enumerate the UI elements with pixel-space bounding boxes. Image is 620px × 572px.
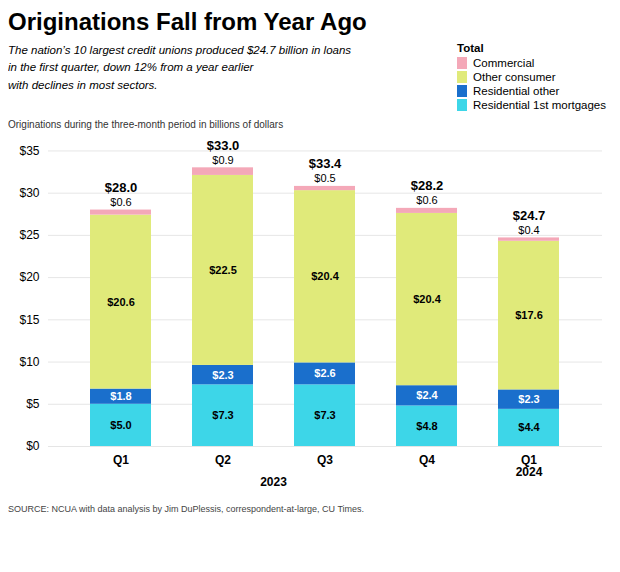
svg-text:$24.7: $24.7 [513,208,546,223]
svg-text:$25: $25 [19,228,39,242]
svg-text:$7.3: $7.3 [314,409,335,421]
svg-text:Q3: Q3 [317,453,333,467]
html-text:The nation’s 10 largest credit: The nation’s 10 largest credit unions pr… [8,44,352,91]
svg-text:$2.3: $2.3 [518,393,539,405]
svg-text:$20.4: $20.4 [311,270,339,282]
html-text:Originations during the three-: Originations during the three-month peri… [8,119,284,130]
svg-text:$22.5: $22.5 [209,264,237,276]
svg-text:Q2: Q2 [215,453,231,467]
svg-text:$33.4: $33.4 [309,156,342,171]
html-text:Other consumer: Other consumer [473,71,556,83]
html-text:SOURCE: NCUA with data analysi: SOURCE: NCUA with data analysis by Jim D… [8,504,365,514]
svg-text:Q12024: Q12024 [516,453,543,479]
svg-text:$30: $30 [19,186,39,200]
html-text:Commercial: Commercial [473,57,535,69]
svg-text:$20.4: $20.4 [413,293,441,305]
svg-text:$2.4: $2.4 [416,389,438,401]
svg-text:Q4: Q4 [419,453,435,467]
svg-text:$0.6: $0.6 [110,196,131,208]
svg-text:$4.8: $4.8 [416,420,437,432]
svg-text:$28.0: $28.0 [105,180,138,195]
svg-text:$1.8: $1.8 [110,390,131,402]
svg-text:2023: 2023 [260,475,287,489]
html-text:Originations Fall from Year Ag: Originations Fall from Year Ago [8,8,367,35]
html-text:Residential other: Residential other [473,85,560,97]
svg-text:$20.6: $20.6 [107,296,135,308]
svg-text:$20: $20 [19,270,39,284]
svg-text:$2.6: $2.6 [314,367,335,379]
svg-text:$4.4: $4.4 [518,421,540,433]
svg-text:$28.2: $28.2 [411,178,444,193]
svg-text:$2.3: $2.3 [212,369,233,381]
svg-text:$0.6: $0.6 [416,194,437,206]
svg-text:$0: $0 [26,439,40,453]
svg-text:$15: $15 [19,313,39,327]
svg-text:$5: $5 [26,397,40,411]
svg-text:Q1: Q1 [113,453,129,467]
html-text:Total: Total [457,42,484,54]
svg-text:$0.5: $0.5 [314,172,335,184]
svg-text:$0.4: $0.4 [518,224,539,236]
html-text:Residential 1st mortgages: Residential 1st mortgages [473,99,606,111]
svg-text:$10: $10 [19,355,39,369]
svg-text:$5.0: $5.0 [110,419,131,431]
svg-text:$0.9: $0.9 [212,154,233,166]
svg-text:$33.0: $33.0 [207,138,240,153]
svg-text:$17.6: $17.6 [515,309,543,321]
svg-text:$35: $35 [19,144,39,158]
svg-text:$7.3: $7.3 [212,409,233,421]
